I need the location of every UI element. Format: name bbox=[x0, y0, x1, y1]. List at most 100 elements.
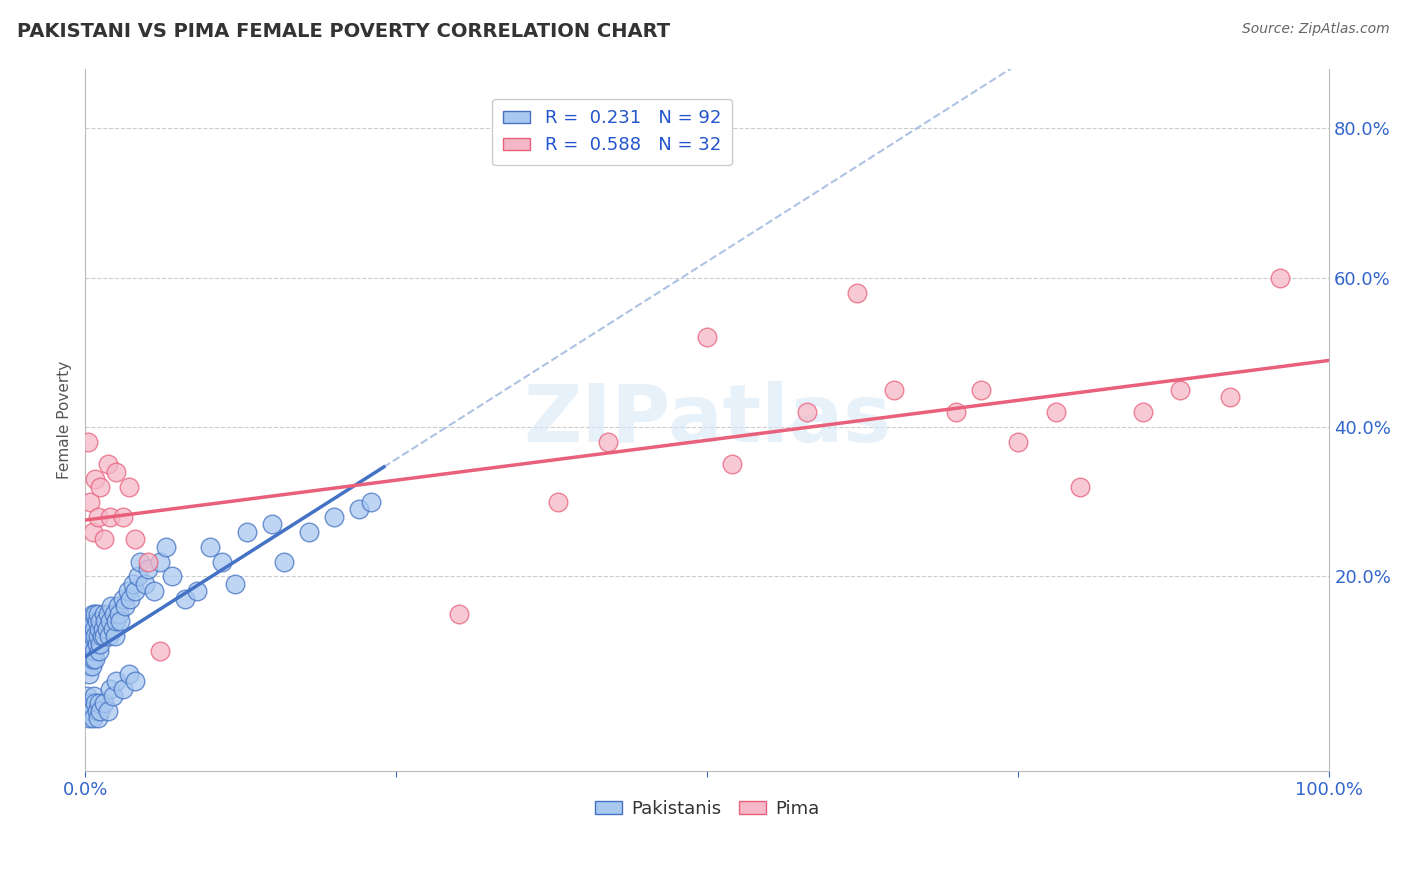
Point bbox=[105, 465, 128, 479]
Point bbox=[117, 584, 139, 599]
Point bbox=[118, 666, 141, 681]
Point bbox=[87, 629, 110, 643]
Point bbox=[136, 555, 159, 569]
Point bbox=[1045, 405, 1067, 419]
Point bbox=[101, 689, 124, 703]
Point bbox=[149, 555, 172, 569]
Point bbox=[86, 615, 108, 629]
Point bbox=[198, 540, 221, 554]
Point bbox=[1007, 435, 1029, 450]
Point bbox=[98, 629, 121, 643]
Point bbox=[94, 615, 117, 629]
Point bbox=[121, 577, 143, 591]
Y-axis label: Female Poverty: Female Poverty bbox=[58, 360, 72, 479]
Point bbox=[347, 502, 370, 516]
Point bbox=[104, 629, 127, 643]
Point bbox=[82, 607, 104, 621]
Point bbox=[186, 584, 208, 599]
Point bbox=[82, 629, 104, 643]
Point bbox=[82, 651, 104, 665]
Point bbox=[89, 637, 111, 651]
Point bbox=[129, 555, 152, 569]
Point bbox=[93, 629, 115, 643]
Point bbox=[124, 674, 146, 689]
Point bbox=[80, 704, 103, 718]
Point bbox=[105, 615, 128, 629]
Point bbox=[721, 458, 744, 472]
Point bbox=[87, 644, 110, 658]
Point bbox=[101, 622, 124, 636]
Point bbox=[1268, 270, 1291, 285]
Point bbox=[260, 517, 283, 532]
Text: ZIPatlas: ZIPatlas bbox=[523, 381, 891, 458]
Point bbox=[89, 704, 111, 718]
Point bbox=[79, 629, 101, 643]
Point bbox=[845, 285, 868, 300]
Point bbox=[124, 584, 146, 599]
Point bbox=[84, 472, 107, 486]
Point bbox=[77, 711, 100, 725]
Point bbox=[211, 555, 233, 569]
Point bbox=[1069, 480, 1091, 494]
Point bbox=[124, 532, 146, 546]
Point bbox=[93, 607, 115, 621]
Point bbox=[107, 599, 129, 614]
Legend: Pakistanis, Pima: Pakistanis, Pima bbox=[588, 792, 827, 825]
Point bbox=[108, 607, 131, 621]
Text: PAKISTANI VS PIMA FEMALE POVERTY CORRELATION CHART: PAKISTANI VS PIMA FEMALE POVERTY CORRELA… bbox=[17, 22, 671, 41]
Point bbox=[89, 615, 111, 629]
Point bbox=[111, 681, 134, 696]
Point bbox=[1132, 405, 1154, 419]
Point bbox=[120, 591, 142, 606]
Point bbox=[87, 509, 110, 524]
Point bbox=[90, 629, 112, 643]
Point bbox=[77, 644, 100, 658]
Point bbox=[98, 615, 121, 629]
Point bbox=[76, 644, 98, 658]
Point bbox=[945, 405, 967, 419]
Point bbox=[149, 644, 172, 658]
Point bbox=[97, 607, 120, 621]
Point bbox=[273, 555, 295, 569]
Point bbox=[84, 697, 107, 711]
Point bbox=[77, 622, 100, 636]
Point bbox=[87, 607, 110, 621]
Point bbox=[100, 599, 122, 614]
Point bbox=[76, 704, 98, 718]
Point bbox=[596, 435, 619, 450]
Point bbox=[111, 509, 134, 524]
Point bbox=[93, 532, 115, 546]
Point bbox=[80, 637, 103, 651]
Point bbox=[86, 637, 108, 651]
Point bbox=[173, 591, 195, 606]
Point bbox=[883, 383, 905, 397]
Point bbox=[84, 607, 107, 621]
Point bbox=[86, 704, 108, 718]
Point bbox=[547, 495, 569, 509]
Point bbox=[76, 637, 98, 651]
Point bbox=[83, 622, 105, 636]
Point bbox=[136, 562, 159, 576]
Point bbox=[89, 480, 111, 494]
Point bbox=[447, 607, 470, 621]
Point bbox=[96, 622, 118, 636]
Point bbox=[82, 524, 104, 539]
Point bbox=[84, 629, 107, 643]
Point bbox=[97, 458, 120, 472]
Point bbox=[796, 405, 818, 419]
Point bbox=[236, 524, 259, 539]
Point bbox=[224, 577, 246, 591]
Point bbox=[105, 674, 128, 689]
Point bbox=[162, 569, 184, 583]
Point bbox=[93, 697, 115, 711]
Point bbox=[127, 569, 149, 583]
Point bbox=[76, 435, 98, 450]
Point bbox=[87, 697, 110, 711]
Point bbox=[82, 711, 104, 725]
Point bbox=[360, 495, 382, 509]
Point bbox=[1168, 383, 1191, 397]
Point bbox=[76, 689, 98, 703]
Point bbox=[298, 524, 321, 539]
Point bbox=[98, 509, 121, 524]
Point bbox=[323, 509, 346, 524]
